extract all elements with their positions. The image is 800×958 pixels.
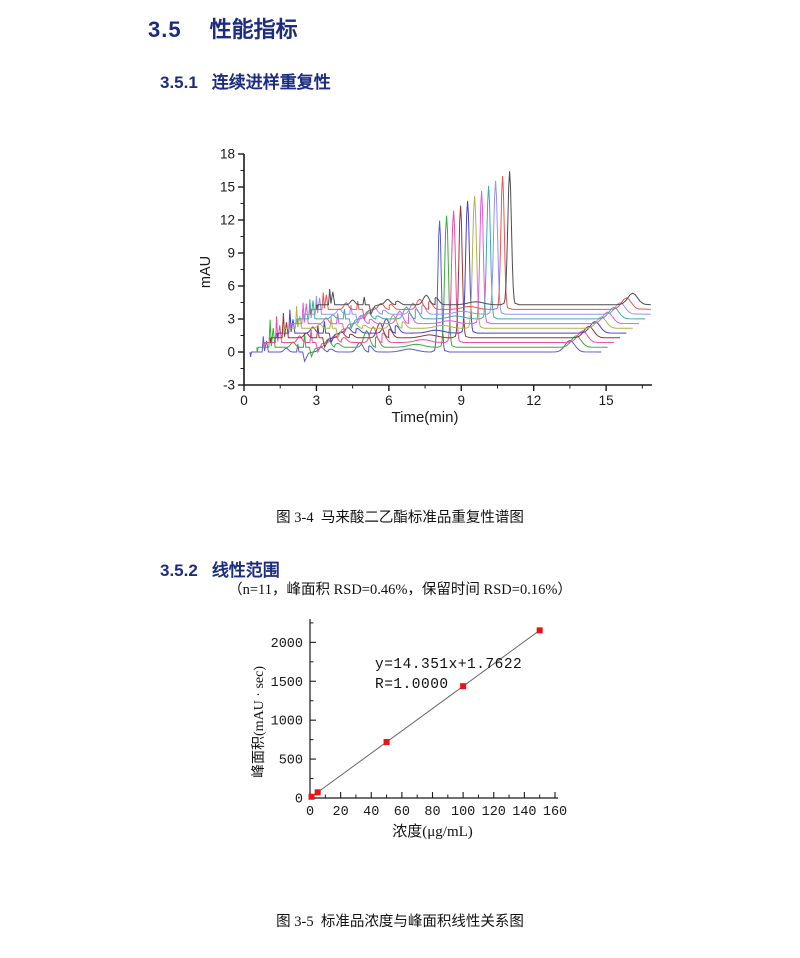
x-tick-label: 20 (333, 805, 349, 820)
equation-label: y=14.351x+1.7622 (375, 657, 522, 673)
y-tick-label: 1000 (271, 715, 303, 730)
x-axis-label: Time(min) (392, 409, 459, 426)
y-tick-label: 12 (220, 213, 235, 228)
y-tick-label: 18 (220, 147, 235, 162)
data-point (314, 789, 321, 796)
y-tick-label: 0 (227, 345, 235, 360)
x-tick-label: 6 (385, 393, 393, 408)
chromatogram-trace-9 (302, 180, 651, 326)
section-title: 性能指标 (209, 17, 298, 42)
figure-repeatability-chromatogram: -3 0 3 6 9 12 15 18 0 3 6 9 12 15 mAU Time(min) (195, 140, 665, 440)
y-tick-label: 6 (227, 279, 235, 294)
x-tick-label: 0 (240, 393, 248, 408)
y-axis-label: 峰面积(mAU · sec) (251, 666, 267, 778)
subsection-title: 线性范围 (211, 561, 280, 580)
figure2-caption-block: 图 3-5 标准品浓度与峰面积线性关系图 (0, 862, 800, 958)
chromatogram-trace-10 (309, 175, 651, 321)
subsection-number: 3.5.2 (160, 561, 198, 580)
data-point (536, 627, 543, 634)
subsection-heading-linearity: 3.5.2 线性范围 (160, 556, 280, 581)
x-tick-label: 40 (363, 805, 379, 820)
x-tick-label: 140 (512, 805, 536, 820)
chromatogram-trace-3 (262, 210, 614, 354)
x-tick-label: 0 (306, 805, 314, 820)
x-tick-label: 15 (599, 393, 614, 408)
x-tick-label: 100 (451, 805, 475, 820)
fit-line (309, 628, 542, 799)
data-point (383, 739, 390, 746)
section-heading: 3.5 性能指标 (148, 12, 298, 44)
chromatogram-svg: -3 0 3 6 9 12 15 18 0 3 6 9 12 15 mAU Time(min) (198, 147, 652, 426)
y-tick-label: 500 (279, 754, 303, 769)
y-tick-label: 2000 (271, 637, 303, 652)
x-tick-label: 3 (313, 393, 321, 408)
y-tick-label: 15 (220, 180, 235, 195)
y-axis-label: mAU (198, 256, 214, 288)
y-tick-label: 9 (227, 246, 235, 261)
data-point (308, 793, 315, 800)
figure1-caption-note: （n=11，峰面积 RSD=0.46%，保留时间 RSD=0.16%） (228, 582, 572, 598)
y-tick-label: -3 (223, 378, 235, 393)
y-tick-label: 0 (295, 793, 303, 808)
chromatogram-trace-6 (282, 195, 633, 340)
section-number: 3.5 (148, 17, 182, 42)
x-tick-label: 60 (394, 805, 410, 820)
data-point (460, 683, 467, 690)
chromatogram-trace-11 (315, 171, 651, 316)
x-tick-label: 9 (458, 393, 466, 408)
y-tick-label: 3 (227, 312, 235, 327)
chromatogram-trace-8 (296, 185, 646, 330)
figure1-caption-block: 图 3-4 马来酸二乙酯标准品重复性谱图 （n=11，峰面积 RSD=0.46%… (0, 458, 800, 626)
x-tick-label: 120 (482, 805, 506, 820)
subsection-heading-repeatability: 3.5.1 连续进样重复性 (160, 68, 331, 93)
x-tick-label: 12 (526, 393, 541, 408)
chromatogram-trace-2 (256, 215, 608, 359)
figure2-caption: 图 3-5 标准品浓度与峰面积线性关系图 (276, 914, 524, 930)
subsection-title: 连续进样重复性 (211, 73, 331, 92)
x-tick-label: 160 (543, 805, 567, 820)
linearity-svg: 0 20 40 60 80 100 120 140 160 0 500 1000 1500 2000 y=1… (251, 619, 567, 840)
x-axis-label: 浓度(μg/mL) (392, 823, 473, 840)
y-tick-label: 1500 (271, 676, 303, 691)
correlation-label: R=1.0000 (375, 677, 449, 693)
subsection-number: 3.5.1 (160, 73, 198, 92)
figure-linearity-plot: 0 20 40 60 80 100 120 140 160 0 500 1000 1500 2000 y=1… (245, 606, 605, 861)
x-tick-label: 80 (424, 805, 440, 820)
chromatogram-trace-4 (269, 205, 621, 349)
chromatogram-trace-7 (289, 190, 640, 335)
figure1-caption: 图 3-4 马来酸二乙酯标准品重复性谱图 (276, 510, 524, 526)
